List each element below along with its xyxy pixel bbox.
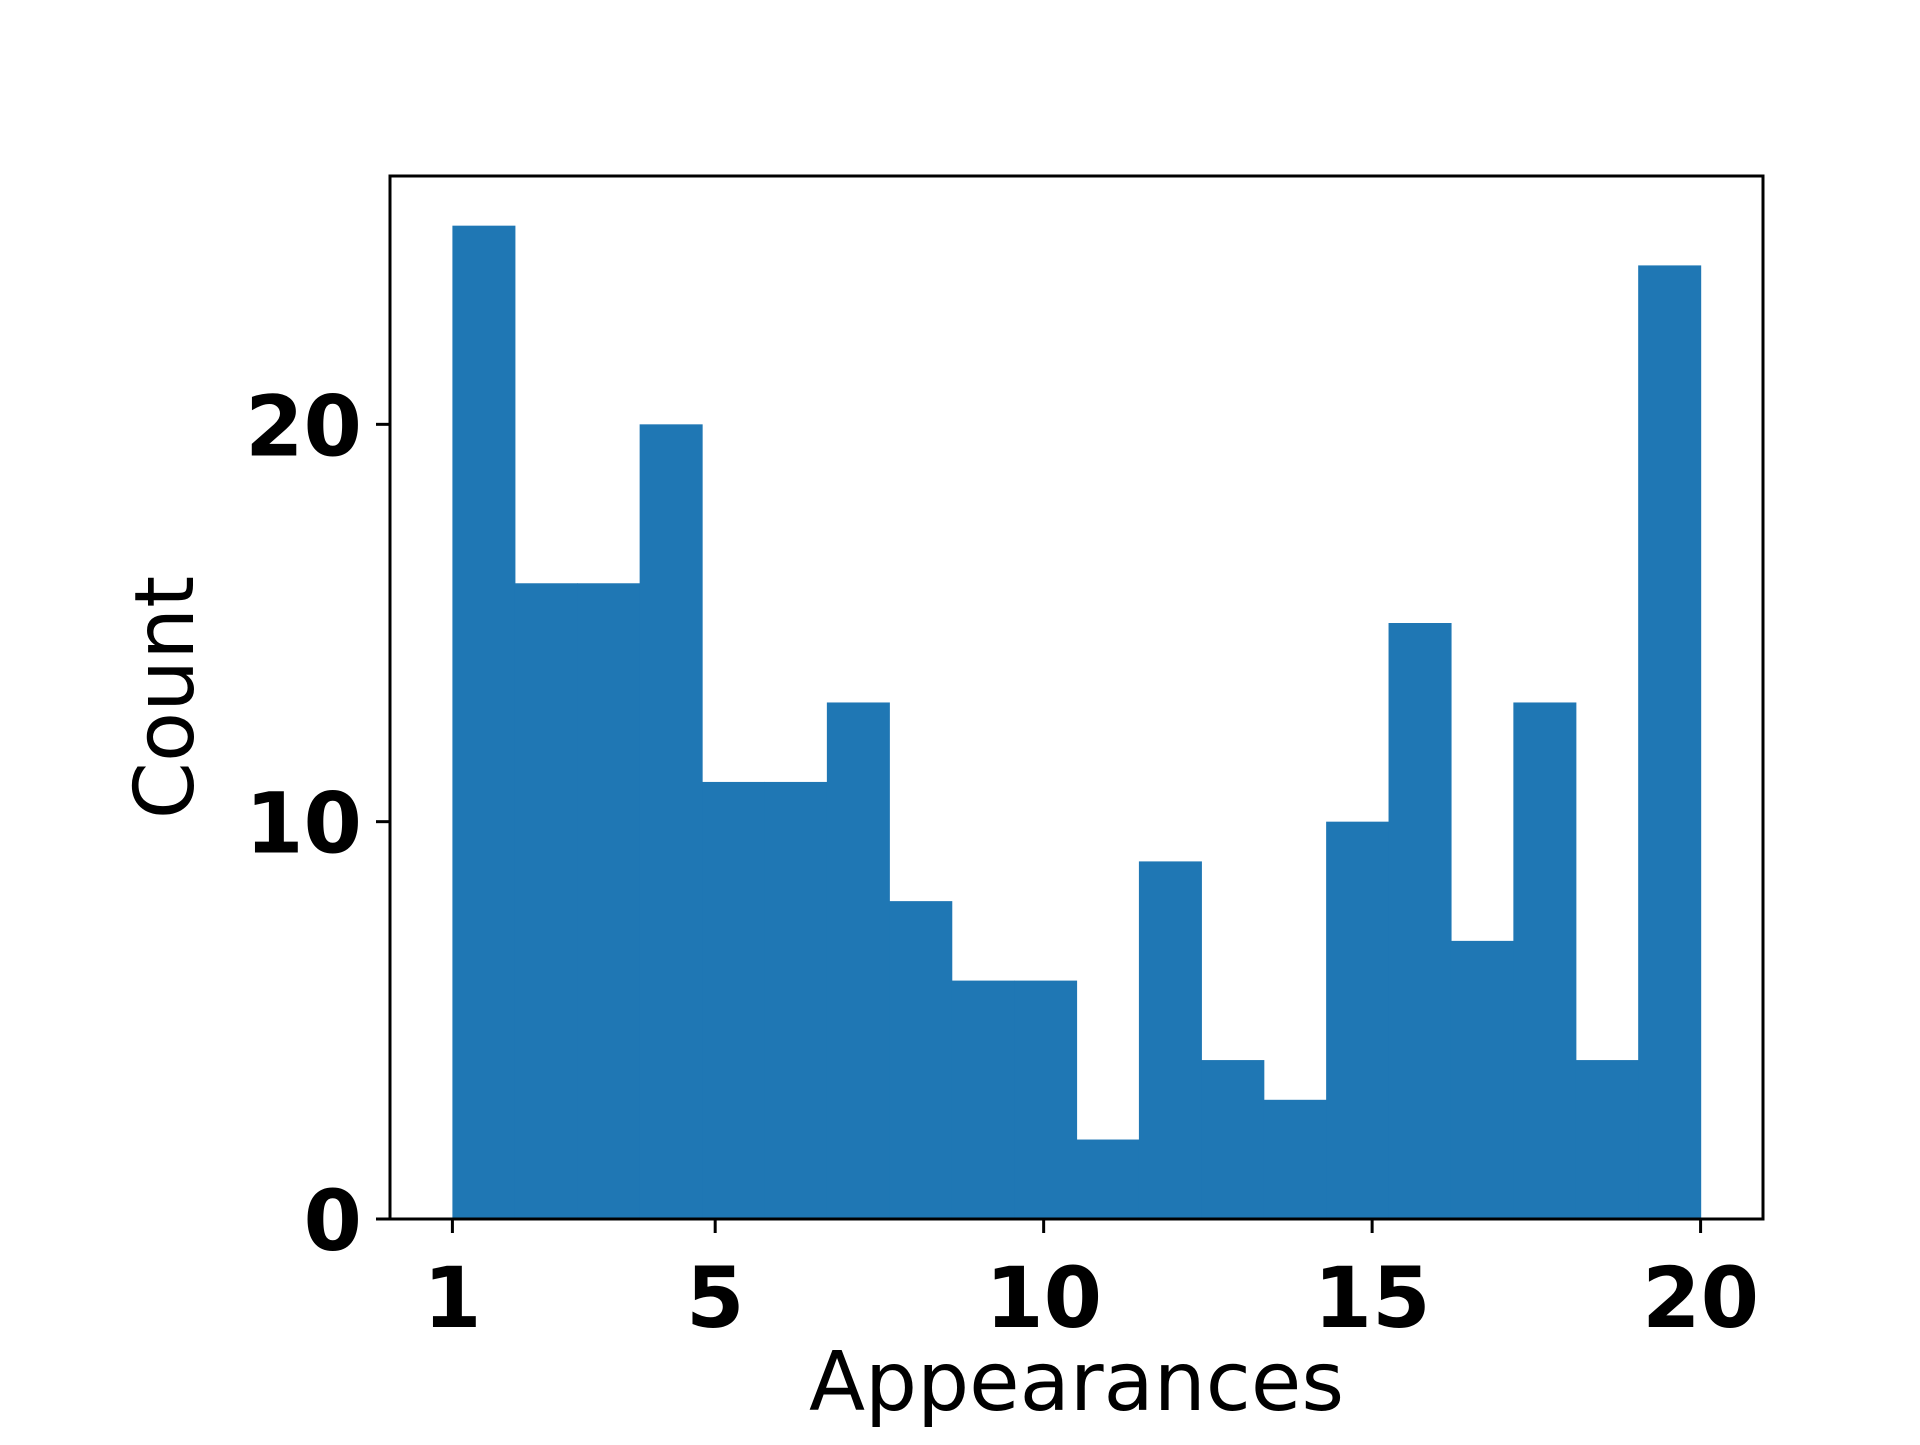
plot-frame: [388, 174, 1765, 1221]
y-tick-label: 20: [245, 377, 362, 475]
histogram-bar: [889, 901, 953, 1219]
histogram-bar: [826, 702, 890, 1219]
y-tick-label: 0: [304, 1172, 362, 1270]
bars-group: [452, 225, 1702, 1219]
x-ticks-group: 1 5 10 15 20: [423, 1219, 1759, 1347]
histogram-bar: [764, 781, 828, 1219]
x-tick-label: 5: [686, 1249, 744, 1347]
x-tick-label: 20: [1642, 1249, 1759, 1347]
histogram-bar: [1638, 265, 1702, 1219]
histogram-bar: [639, 424, 703, 1219]
y-ticks-group: 0 10 20: [245, 377, 390, 1270]
histogram-bar: [951, 980, 1015, 1219]
x-axis-label: Appearances: [809, 1335, 1344, 1430]
y-axis-label: Count: [118, 576, 213, 820]
histogram-bar: [702, 781, 766, 1219]
y-tick-label: 10: [245, 775, 362, 873]
histogram-bar: [1014, 980, 1078, 1219]
histogram-bar: [1076, 1139, 1140, 1219]
x-tick-label: 10: [985, 1249, 1102, 1347]
histogram-bar: [1138, 861, 1202, 1219]
x-tick-label: 15: [1314, 1249, 1431, 1347]
histogram-bar: [1513, 702, 1577, 1219]
histogram-bar: [452, 225, 516, 1219]
histogram-bar: [1201, 1060, 1265, 1219]
histogram-bar: [577, 583, 641, 1219]
x-tick-label: 1: [423, 1249, 481, 1347]
histogram-bar: [1388, 623, 1452, 1219]
histogram-bar: [1326, 821, 1390, 1219]
histogram-bar: [1263, 1099, 1327, 1219]
histogram-bar: [1450, 940, 1514, 1219]
histogram-bar: [1575, 1060, 1639, 1219]
histogram-bar: [514, 583, 578, 1219]
